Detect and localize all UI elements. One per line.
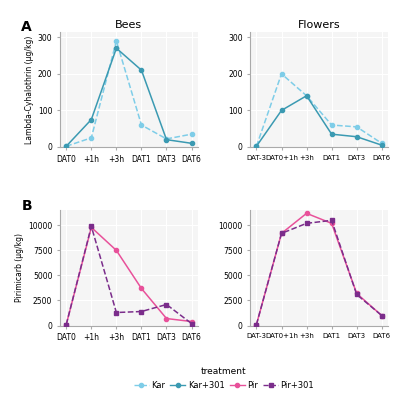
Title: Bees: Bees xyxy=(115,19,142,30)
Text: A: A xyxy=(22,20,32,34)
Y-axis label: Lambda-Cyhalothrin (μg/kg): Lambda-Cyhalothrin (μg/kg) xyxy=(24,35,34,144)
Title: Flowers: Flowers xyxy=(298,19,340,30)
Y-axis label: Pirimicarb (μg/kg): Pirimicarb (μg/kg) xyxy=(15,233,24,303)
Text: B: B xyxy=(22,199,32,213)
Legend: Kar, Kar+301, Pir, Pir+301: Kar, Kar+301, Pir, Pir+301 xyxy=(130,364,318,393)
